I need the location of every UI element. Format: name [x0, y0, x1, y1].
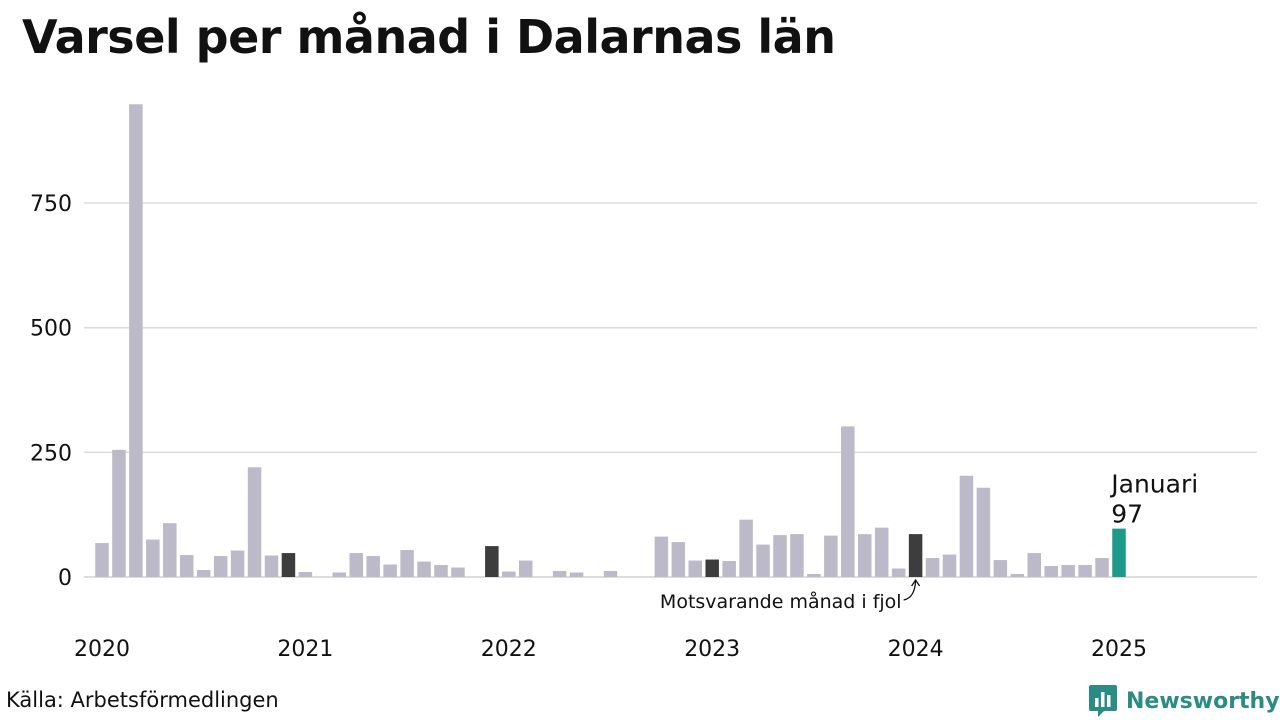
bar-same-month-last-year — [485, 546, 499, 577]
x-tick-label: 2023 — [684, 637, 740, 662]
source-note: Källa: Arbetsförmedlingen — [6, 688, 279, 712]
bar — [688, 560, 702, 577]
bar — [925, 558, 940, 577]
bar — [756, 544, 770, 577]
bar — [417, 561, 431, 577]
bar — [722, 561, 736, 577]
bars — [95, 104, 1126, 577]
y-tick-label: 750 — [30, 192, 72, 217]
bar — [451, 567, 465, 577]
bar — [773, 535, 787, 577]
bar — [519, 560, 533, 577]
bar — [858, 534, 872, 577]
bar — [502, 571, 516, 577]
current-value-label: 97 — [1111, 500, 1143, 529]
bar — [603, 571, 618, 577]
bar — [434, 565, 448, 577]
bar — [146, 539, 160, 577]
bar — [874, 527, 889, 577]
bar — [824, 535, 838, 577]
bar — [400, 550, 414, 577]
bar-same-month-last-year — [908, 534, 923, 577]
bar — [841, 426, 855, 577]
current-month-label: Januari — [1109, 470, 1198, 499]
arrowhead-icon — [911, 578, 921, 587]
bar-current-month — [1112, 528, 1126, 577]
bar — [196, 570, 211, 577]
y-tick-label: 250 — [30, 441, 72, 466]
bar — [891, 568, 906, 577]
bar — [671, 542, 686, 577]
bar — [95, 543, 109, 577]
bar — [247, 467, 262, 577]
bar — [366, 556, 380, 577]
bar — [180, 555, 194, 577]
bar — [1095, 558, 1109, 577]
x-tick-label: 2025 — [1091, 637, 1147, 662]
x-tick-label: 2021 — [277, 637, 333, 662]
bar-same-month-last-year — [705, 559, 719, 577]
x-tick-label: 2024 — [888, 637, 944, 662]
bar — [129, 104, 143, 577]
bar — [332, 572, 347, 577]
bar — [959, 475, 974, 577]
bar — [298, 572, 313, 577]
bar — [993, 560, 1008, 577]
newsworthy-logo-icon — [1089, 685, 1117, 717]
x-axis-tick-labels: 2020 2021 2022 2023 2024 2025 — [74, 637, 1147, 662]
x-tick-label: 2020 — [74, 637, 130, 662]
bar — [383, 564, 397, 577]
last-year-annotation: Motsvarande månad i fjol — [660, 590, 902, 613]
bar — [654, 536, 669, 577]
chart-title: Varsel per månad i Dalarnas län — [22, 10, 836, 64]
bar-same-month-last-year — [281, 553, 296, 577]
bar — [112, 449, 126, 577]
annotations: Januari 97 Motsvarande månad i fjol — [660, 470, 1198, 613]
bar — [1061, 565, 1075, 577]
bar — [942, 554, 957, 577]
bar — [264, 555, 279, 577]
bar — [739, 519, 753, 577]
bar — [230, 550, 245, 577]
bar — [807, 574, 821, 577]
bar — [1010, 574, 1025, 577]
bar — [349, 553, 363, 577]
bar — [213, 556, 228, 577]
bar — [163, 523, 177, 577]
last-year-arrow-icon — [903, 580, 917, 601]
x-tick-label: 2022 — [481, 637, 537, 662]
bar — [1044, 566, 1058, 577]
bar — [976, 487, 991, 577]
brand-logo: Newsworthy — [1088, 683, 1280, 719]
bar — [1078, 565, 1092, 577]
y-axis-tick-labels: 0 250 500 750 — [30, 192, 72, 591]
brand-name: Newsworthy — [1126, 688, 1280, 714]
y-tick-label: 0 — [58, 566, 72, 591]
bar — [552, 571, 567, 577]
bar — [1027, 553, 1041, 577]
bar — [790, 534, 804, 577]
bar — [569, 572, 584, 577]
y-tick-label: 500 — [30, 317, 72, 342]
